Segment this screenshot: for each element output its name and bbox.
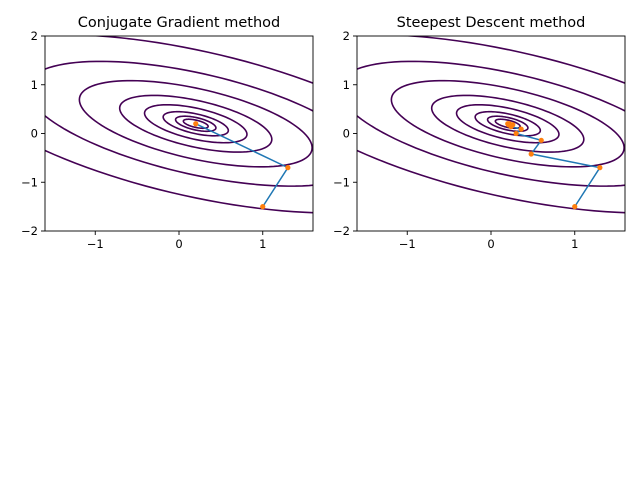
y-tick-label: 1	[343, 78, 350, 92]
chart-title: Conjugate Gradient method	[78, 15, 280, 31]
chart-conjugate-gradient: Conjugate Gradient method −1 0 1 −2 −1 0 1 2	[21, 15, 314, 251]
plot-area	[357, 36, 625, 214]
iterate-point	[597, 165, 603, 171]
iterate-point	[285, 165, 291, 171]
chart-title: Steepest Descent method	[397, 15, 586, 31]
y-tick-label: 2	[31, 29, 38, 43]
iterate-point	[528, 151, 534, 157]
x-tick-label: −1	[87, 237, 104, 251]
contour-line	[486, 115, 529, 133]
contour-line	[357, 36, 625, 214]
y-tick-label: −2	[21, 224, 38, 238]
contour-line	[78, 79, 313, 168]
iterate-point	[193, 121, 199, 127]
x-tick-label: 1	[259, 237, 266, 251]
plot-area	[45, 36, 313, 214]
x-tick-label: −1	[399, 237, 416, 251]
iterate-point	[505, 121, 511, 127]
iterate-point	[572, 204, 578, 210]
contour-line	[390, 79, 625, 168]
x-tick-label: 0	[487, 237, 494, 251]
chart-steepest-descent: Steepest Descent method −1 0 1 −2 −1 0 1 2	[333, 15, 626, 251]
y-tick-label: 0	[343, 127, 350, 141]
x-tick-label: 0	[175, 237, 182, 251]
contour-line	[162, 110, 230, 137]
iterate-point	[538, 137, 544, 143]
y-tick-label: 0	[31, 127, 38, 141]
contour-line	[143, 103, 248, 144]
x-tick-label: 1	[571, 237, 578, 251]
contour-line	[118, 94, 273, 153]
iterate-point	[260, 204, 266, 210]
y-tick-label: −1	[21, 175, 38, 189]
iterate-point	[513, 130, 519, 137]
y-tick-label: −1	[333, 175, 350, 189]
y-tick-label: 1	[31, 78, 38, 92]
contour-line	[357, 60, 625, 187]
contour-line	[455, 103, 560, 144]
contour-line	[182, 118, 209, 130]
y-tick-label: 2	[343, 29, 350, 43]
contour-line	[174, 115, 217, 133]
contour-line	[45, 60, 313, 187]
contour-line	[45, 36, 313, 214]
iterate-point	[518, 126, 524, 132]
y-tick-label: −2	[333, 224, 350, 238]
contour-line	[430, 94, 585, 153]
